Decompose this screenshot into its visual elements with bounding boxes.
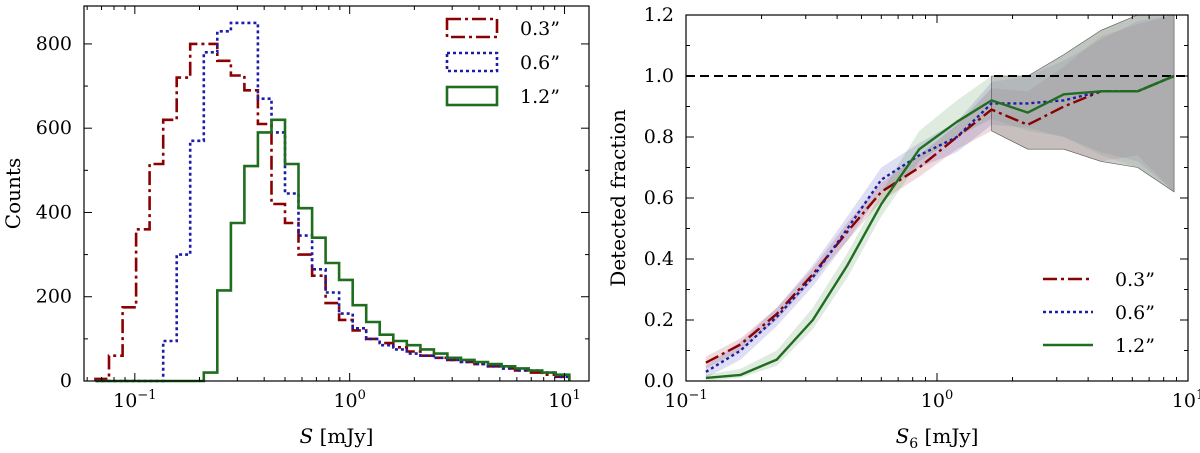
y-tick-label: 400 xyxy=(36,201,72,223)
histogram-series-0.6 xyxy=(95,21,571,383)
x-tick-label: 10−1 xyxy=(664,388,707,412)
x-axis-label: S [mJy] xyxy=(300,424,374,448)
y-tick-label: 1.0 xyxy=(644,65,674,87)
legend-label-0.3: 0.3” xyxy=(520,18,560,40)
legend-label-0.6: 0.6” xyxy=(520,52,560,74)
histogram-series-1.2 xyxy=(95,118,571,383)
x-tick-label: 10−1 xyxy=(113,388,156,412)
y-axis-label: Detected fraction xyxy=(606,109,630,287)
y-tick-label: 0.6 xyxy=(644,187,674,209)
legend-label-1.2: 1.2” xyxy=(520,86,560,108)
detected-fraction-panel: 10−1 100 101 0.0 0.2 0.4 0.6 0.8 1.0 1.2 Detected … xyxy=(606,4,1200,452)
legend-label-0.6: 0.6” xyxy=(1115,302,1155,324)
axes-frame xyxy=(83,5,590,382)
legend-label-0.3: 0.3” xyxy=(1115,269,1155,291)
legend-label-1.2: 1.2” xyxy=(1115,335,1155,357)
y-tick-label: 600 xyxy=(36,117,72,139)
legend-swatch-0.3 xyxy=(445,17,499,39)
y-tick-label: 1.2 xyxy=(644,4,674,26)
x-tick-label: 101 xyxy=(1172,388,1200,412)
legend: 0.3” 0.6” 1.2” xyxy=(445,17,560,108)
legend-swatch-1.2 xyxy=(445,85,499,107)
y-tick-label: 200 xyxy=(36,286,72,308)
line-series-1.2 xyxy=(705,74,1175,380)
line-series-0.3 xyxy=(705,74,1175,364)
y-tick-label: 800 xyxy=(36,33,72,55)
y-tick-label: 0.8 xyxy=(644,126,674,148)
x-tick-label: 100 xyxy=(921,388,953,412)
overlap-band xyxy=(991,15,1175,193)
y-tick-label: 0.4 xyxy=(644,248,674,270)
y-tick-label: 0 xyxy=(60,370,72,392)
y-tick-label: 0.2 xyxy=(644,309,674,331)
legend-swatch-0.6 xyxy=(445,51,499,73)
legend: 0.3” 0.6” 1.2” xyxy=(1043,269,1155,357)
y-axis-label: Counts xyxy=(1,158,25,229)
x-tick-label: 101 xyxy=(548,388,580,412)
x-axis-label: S6 [mJy] xyxy=(896,424,979,452)
x-tick-label: 100 xyxy=(333,388,365,412)
y-tick-label: 0.0 xyxy=(644,370,674,392)
histogram-panel: 10−1 100 101 0 200 400 600 800 Counts S [mJy] 0.3”… xyxy=(1,5,590,448)
